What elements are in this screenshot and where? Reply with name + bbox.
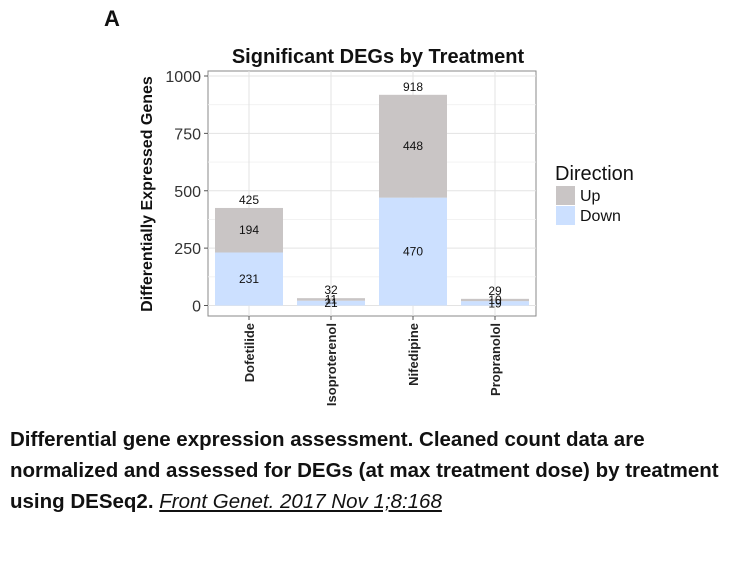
up-value-label: 10 [488, 293, 502, 307]
bar-down-nifedipine [379, 197, 447, 306]
down-value-label: 470 [403, 245, 423, 259]
down-value-label: 231 [239, 272, 259, 286]
citation-link[interactable]: Front Genet. 2017 Nov 1;8:168 [159, 490, 442, 513]
legend-title: Direction [555, 163, 634, 185]
down-value-label: 21 [324, 296, 338, 310]
figure-caption: Differential gene expression assessment.… [10, 424, 754, 517]
total-value-label: 29 [488, 284, 502, 298]
y-tick-label: 500 [174, 184, 201, 201]
bar-up-dofetilide [215, 207, 283, 253]
chart-title: Significant DEGs by Treatment [232, 46, 525, 68]
up-value-label: 448 [403, 139, 423, 153]
up-value-label: 11 [325, 292, 338, 306]
x-tick-label: Dofetilide [242, 323, 257, 382]
x-tick-label: Isoproterenol [324, 323, 339, 406]
caption-text: Differential gene expression assessment.… [10, 428, 719, 513]
bar-up-isoproterenol [297, 298, 365, 301]
y-tick-label: 0 [192, 299, 201, 316]
bar-down-propranolol [461, 301, 529, 306]
up-value-label: 194 [239, 223, 259, 237]
y-axis-label: Differentially Expressed Genes [139, 76, 156, 312]
y-tick-label: 250 [174, 241, 201, 258]
total-value-label: 918 [403, 80, 423, 94]
legend-swatch-down [556, 206, 575, 225]
bar-up-nifedipine [379, 94, 447, 198]
stacked-bar-chart: Significant DEGs by Treatment Differenti… [139, 46, 634, 406]
x-tick-label: Nifedipine [406, 323, 421, 386]
down-value-label: 19 [488, 296, 502, 310]
total-value-label: 425 [239, 193, 259, 207]
y-tick-label: 1000 [165, 69, 201, 86]
bar-up-propranolol [461, 298, 529, 302]
panel-label: A [104, 6, 120, 31]
total-value-label: 32 [324, 283, 338, 297]
legend: Direction Up Down [555, 163, 634, 225]
legend-swatch-up [556, 186, 575, 205]
x-tick-label: Propranolol [488, 323, 503, 396]
bar-down-dofetilide [215, 252, 283, 306]
bar-down-isoproterenol [297, 300, 365, 306]
y-tick-label: 750 [174, 126, 201, 143]
legend-label-up: Up [580, 188, 601, 205]
legend-label-down: Down [580, 208, 621, 225]
